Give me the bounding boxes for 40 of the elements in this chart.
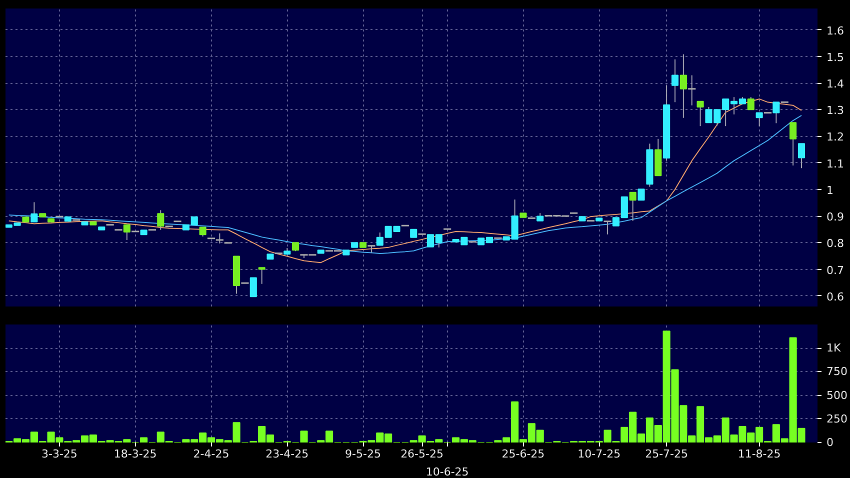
- y-tick-label: 0: [826, 436, 834, 449]
- y-tick-label: 750: [826, 365, 848, 378]
- y-tick-label: 500: [826, 388, 848, 402]
- candlestick: [258, 267, 266, 284]
- candlestick: [629, 192, 636, 222]
- candlestick: [250, 277, 257, 298]
- candlestick: [747, 96, 754, 110]
- x-tick-label: 18-3-25: [114, 448, 157, 460]
- line-series: [8, 114, 802, 254]
- line-series: [8, 98, 802, 264]
- x-tick-label: 10-6-25: [426, 466, 469, 478]
- candlestick: [696, 100, 704, 127]
- candlestick: [798, 143, 806, 169]
- y-tick-label: 1.6: [826, 24, 844, 38]
- y-tick-label: 1.1: [826, 157, 844, 170]
- y-tick-label: 250: [826, 412, 848, 426]
- x-tick-label: 3-3-25: [42, 448, 78, 460]
- x-tick-label: 23-4-25: [266, 448, 309, 460]
- y-tick-label: 1.2: [826, 130, 844, 144]
- x-tick-label: 10-7-25: [578, 448, 621, 460]
- candlestick: [790, 122, 797, 166]
- x-tick-label: 25-6-25: [502, 448, 545, 460]
- candlestick: [199, 226, 206, 238]
- y-tick-label: 1.4: [826, 78, 844, 90]
- x-tick-label: 2-4-25: [193, 448, 230, 460]
- y-tick-label: 1K: [826, 342, 842, 355]
- x-tick-label: 25-7-25: [645, 448, 688, 460]
- x-tick-label: 11-8-25: [738, 448, 781, 460]
- y-tick-label: 0.8: [826, 237, 844, 250]
- candlestick: [638, 188, 645, 201]
- x-tick-label: 9-5-25: [345, 448, 381, 460]
- y-tick-label: 1.5: [826, 50, 844, 64]
- x-tick-label: 26-5-25: [400, 448, 444, 460]
- candlestick: [671, 58, 679, 103]
- y-tick-label: 1: [826, 184, 834, 197]
- y-tick-label: 0.6: [826, 290, 844, 304]
- candlestick: [30, 202, 38, 222]
- y-tick-label: 0.7: [826, 264, 844, 277]
- y-tick-label: 0.9: [826, 210, 844, 224]
- y-tick-label: 1.3: [826, 104, 844, 118]
